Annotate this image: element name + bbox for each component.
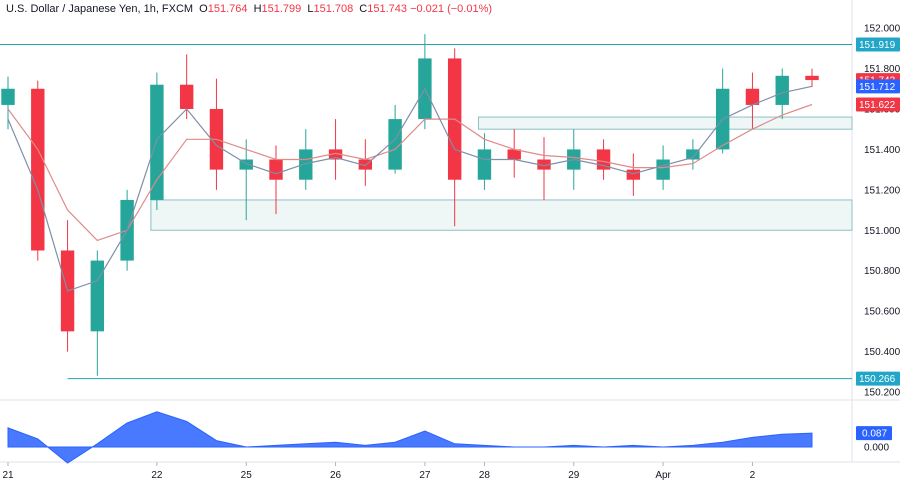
price-tag	[856, 37, 900, 52]
time-tick-label: 2	[750, 470, 756, 481]
price-tick-label: 151.200	[864, 185, 900, 196]
ohlc-close: 151.743	[367, 3, 408, 15]
price-tick-label: 150.800	[864, 266, 900, 277]
candle-body	[328, 149, 343, 160]
ohlc-close-key: C	[359, 3, 368, 15]
time-tick-label: Apr	[655, 470, 671, 481]
ohlc-high-key: H	[253, 3, 262, 15]
slow-moving-average-line	[7, 103, 813, 242]
price-tag	[856, 97, 900, 112]
candle-body	[388, 119, 402, 170]
ohlc-change: −0.021 (−0.01%)	[410, 3, 493, 15]
symbol-title: U.S. Dollar / Japanese Yen, 1h, FXCM	[6, 3, 194, 15]
price-tick-label: 151.800	[864, 64, 900, 75]
time-tick-label: 25	[241, 470, 253, 481]
price-tick-label: 151.000	[864, 226, 900, 237]
ohlc-open: 151.764	[207, 3, 248, 15]
oscillator-tag-label: 0.087	[862, 429, 887, 440]
candle-body	[537, 159, 551, 170]
price-tick-label: 152.000	[864, 24, 900, 35]
oscillator-tag	[856, 426, 892, 441]
oscillator-area	[7, 411, 813, 464]
ohlc-low: 151.708	[313, 3, 354, 15]
candle-body	[507, 149, 521, 160]
time-tick-label: 29	[568, 470, 580, 481]
price-tag-label: 151.919	[859, 40, 896, 51]
price-tag	[856, 79, 900, 94]
price-tick-label: 150.200	[864, 388, 900, 399]
candle-body	[239, 159, 253, 170]
ohlc-readout: O151.764 H151.799 L151.708 C151.743 −0.0…	[196, 3, 492, 15]
candle-body	[1, 88, 15, 105]
time-tick-label: 27	[419, 470, 431, 481]
ohlc-high: 151.799	[261, 3, 302, 15]
support-zone-1	[477, 116, 853, 130]
price-tick-label: 150.400	[864, 347, 900, 358]
candle-body	[626, 169, 641, 180]
candle-body	[477, 149, 492, 180]
price-tag-label: 150.266	[859, 374, 896, 385]
support-zone-0	[150, 199, 853, 231]
ohlc-open-key: O	[199, 3, 208, 15]
time-tick-label: 22	[151, 470, 163, 481]
time-tick-label: 28	[479, 470, 491, 481]
candle-body	[686, 149, 700, 160]
oscillator-tick-label: 0.000	[864, 443, 889, 454]
price-tick-label: 151.400	[864, 145, 900, 156]
time-tick-label: 26	[330, 470, 342, 481]
price-tag-label: 151.622	[859, 100, 896, 111]
price-tag	[856, 371, 900, 386]
ohlc-low-key: L	[307, 3, 314, 15]
candle-body	[31, 88, 45, 251]
candle-body	[150, 84, 164, 200]
candle-body	[90, 260, 105, 332]
price-tag-label: 151.712	[859, 82, 896, 93]
chart-legend: U.S. Dollar / Japanese Yen, 1h, FXCM O15…	[6, 3, 492, 15]
candle-body	[656, 159, 670, 180]
time-tick-label: 21	[2, 470, 14, 481]
candle-body	[358, 159, 373, 170]
candle-body	[775, 75, 789, 105]
candle-body	[745, 88, 760, 105]
fast-moving-average-line	[7, 85, 813, 292]
candle-body	[269, 159, 283, 180]
candle-body	[805, 75, 819, 81]
candle-body	[179, 84, 194, 109]
price-tick-label: 150.600	[864, 307, 900, 318]
candle-body	[299, 149, 313, 180]
